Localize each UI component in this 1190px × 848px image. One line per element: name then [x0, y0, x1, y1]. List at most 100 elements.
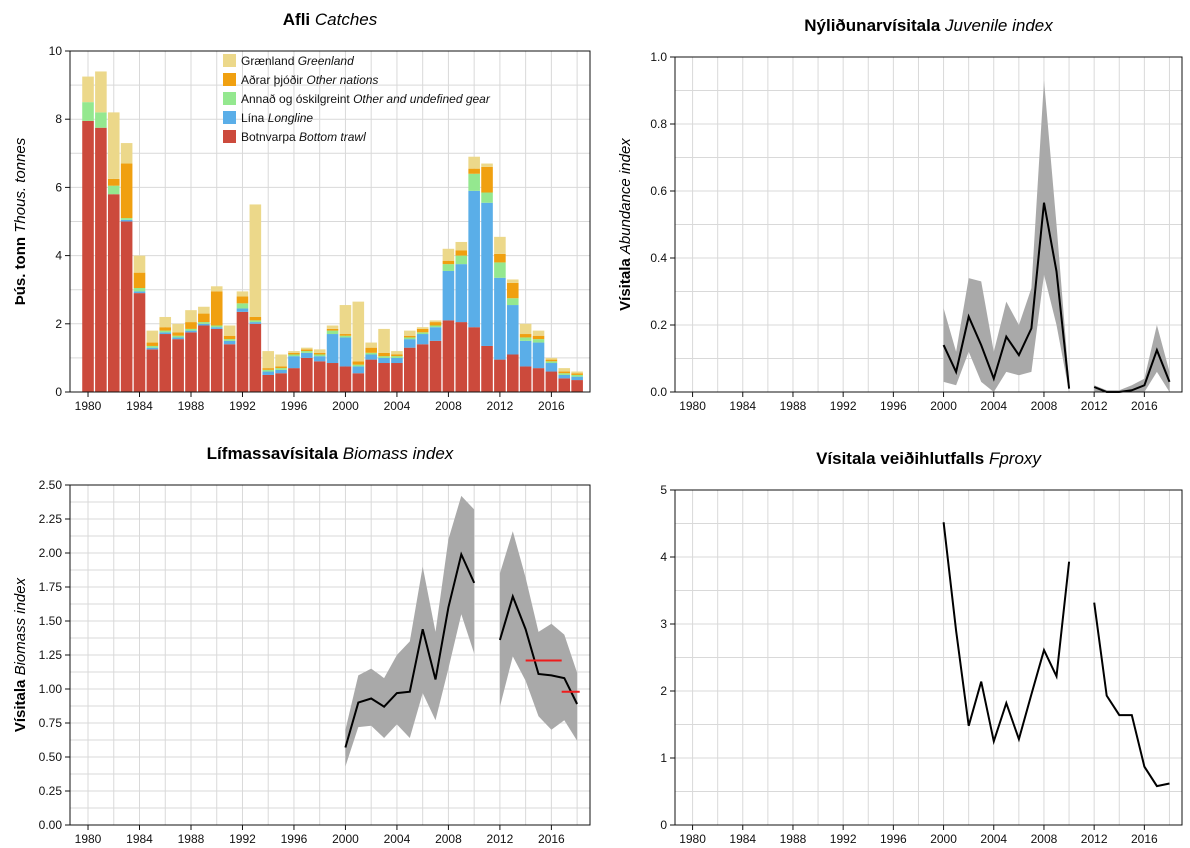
biomass-title: Lífmassavísitala Biomass index [207, 444, 454, 463]
x-tick-label: 1992 [229, 832, 256, 846]
bar-bottom-trawl [429, 340, 442, 392]
bar-greenland [494, 236, 506, 254]
legend-swatch-other-gear [223, 92, 236, 105]
y-tick-label: 2.00 [39, 546, 63, 560]
bar-longline [429, 327, 442, 341]
confidence-band [943, 80, 1070, 393]
bar-greenland [107, 112, 120, 179]
bar-longline [133, 291, 146, 294]
x-tick-label: 2012 [1081, 832, 1108, 846]
x-tick-label: 2000 [930, 832, 957, 846]
bar-other-nations [442, 260, 455, 265]
x-tick-label: 2008 [1031, 832, 1058, 846]
bar-longline [481, 202, 493, 346]
bar-greenland [82, 76, 94, 103]
bar-bottom-trawl [442, 320, 455, 392]
bar-other-nations [506, 282, 519, 299]
bar-longline [365, 354, 377, 360]
bar-other-nations [429, 322, 442, 326]
y-tick-label: 1.00 [39, 682, 63, 696]
bar-other-nations [326, 328, 339, 331]
bar-other-gear [416, 332, 429, 335]
y-tick-label: 0.00 [39, 818, 63, 832]
bar-other-nations [172, 332, 184, 336]
text-italic: Juvenile index [944, 16, 1053, 35]
bar-other-gear [532, 339, 545, 343]
x-tick-label: 2016 [538, 399, 565, 413]
x-tick-label: 2000 [332, 832, 359, 846]
bar-greenland [95, 71, 107, 113]
bar-greenland [198, 306, 210, 314]
juvenile-plot-frame [674, 56, 1183, 393]
bar-other-gear [133, 287, 146, 292]
y-tick-label: 1.75 [39, 580, 63, 594]
bar-greenland [133, 255, 146, 273]
bar-other-nations [468, 168, 480, 174]
bar-other-gear [339, 335, 352, 338]
text-main: Lína [241, 111, 268, 125]
y-tick-label: 0.25 [39, 784, 63, 798]
bar-longline [172, 337, 184, 340]
bar-bottom-trawl [481, 345, 493, 392]
x-tick-label: 1988 [780, 832, 807, 846]
bar-other-nations [494, 253, 506, 263]
y-tick-label: 3 [660, 617, 667, 631]
bar-other-gear [519, 337, 532, 341]
bar-longline [532, 342, 545, 369]
x-tick-label: 2004 [384, 832, 411, 846]
y-tick-label: 0.50 [39, 750, 63, 764]
confidence-band [345, 495, 475, 767]
y-tick-label: 0.4 [650, 251, 667, 265]
bar-greenland [571, 371, 583, 374]
text-italic: Greenland [298, 54, 354, 68]
fproxy-title: Vísitala veiðihlutfalls Fproxy [816, 449, 1042, 468]
bar-other-gear [391, 356, 403, 358]
bar-bottom-trawl [223, 344, 236, 392]
y-tick-label: 1.25 [39, 648, 63, 662]
bar-bottom-trawl [365, 359, 377, 392]
fproxy-plot-frame [674, 489, 1183, 826]
x-tick-label: 1984 [729, 399, 756, 413]
fproxy-chart: Vísitala veiðihlutfalls Fproxy 0 1 2 3 4 5 1980… [660, 449, 1183, 846]
bar-other-gear [159, 330, 172, 333]
bar-greenland [519, 323, 532, 335]
text-main: Grænland [241, 54, 298, 68]
bar-other-gear [365, 352, 377, 355]
bar-bottom-trawl [506, 354, 519, 392]
bar-greenland [210, 286, 223, 292]
confidence-band [499, 531, 578, 741]
y-tick-label: 0.75 [39, 716, 63, 730]
bar-other-gear [236, 303, 249, 309]
bar-other-nations [313, 352, 326, 355]
y-tick-label: 1.0 [650, 50, 667, 64]
text-italic: Thous. tonnes [12, 137, 29, 233]
x-tick-label: 1992 [229, 399, 256, 413]
bar-other-nations [223, 335, 236, 340]
bar-other-nations [378, 352, 390, 357]
bar-greenland [159, 316, 172, 328]
bar-longline [391, 357, 403, 364]
bar-other-nations [455, 250, 468, 256]
x-tick-label: 2004 [384, 399, 411, 413]
bar-bottom-trawl [301, 357, 313, 392]
bar-longline [262, 371, 275, 375]
bar-other-gear [481, 192, 493, 203]
text-italic: Fproxy [989, 449, 1042, 468]
bar-other-nations [365, 347, 377, 353]
y-tick-label: 2.25 [39, 512, 63, 526]
bar-other-gear [198, 322, 210, 324]
x-tick-label: 1988 [178, 399, 205, 413]
text-italic: Other and undefined gear [353, 92, 491, 106]
juvenile-chart: Nýliðunarvísitala Juvenile index Vísitala… [617, 16, 1183, 413]
bar-bottom-trawl [275, 373, 287, 392]
x-tick-label: 2004 [980, 399, 1007, 413]
bar-greenland [416, 327, 429, 329]
legend-swatch-longline [223, 111, 236, 124]
x-tick-label: 2012 [1081, 399, 1108, 413]
bar-other-nations [545, 359, 558, 362]
bar-other-gear [468, 173, 480, 191]
bar-bottom-trawl [571, 380, 583, 392]
legend-entry-other-nations: Aðrar þjóðir Other nations [241, 73, 378, 87]
bar-other-nations [236, 296, 249, 304]
